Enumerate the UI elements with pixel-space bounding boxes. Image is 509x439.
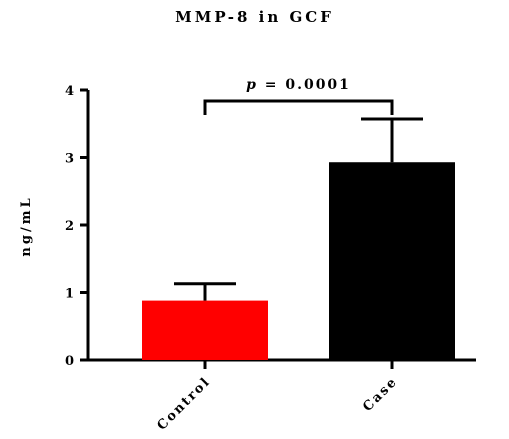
chart-title: MMP-8 in GCF — [175, 8, 334, 26]
bars — [142, 162, 455, 360]
bar-case — [329, 162, 455, 360]
significance-bracket — [203, 99, 394, 115]
p-value-annotation: p = 0.0001 — [246, 77, 351, 93]
y-tick-label: 0 — [65, 354, 74, 369]
x-tick-label-case: Case — [360, 374, 401, 415]
y-tick-label: 4 — [65, 84, 74, 99]
y-tick-label: 2 — [65, 219, 74, 234]
y-tick-label: 1 — [65, 287, 74, 302]
x-tick-label-control: Control — [154, 374, 213, 433]
y-tick-label: 3 — [65, 152, 74, 167]
bar-control — [142, 300, 268, 360]
y-axis-label: ng/mL — [19, 195, 34, 256]
error-bars — [174, 117, 423, 301]
